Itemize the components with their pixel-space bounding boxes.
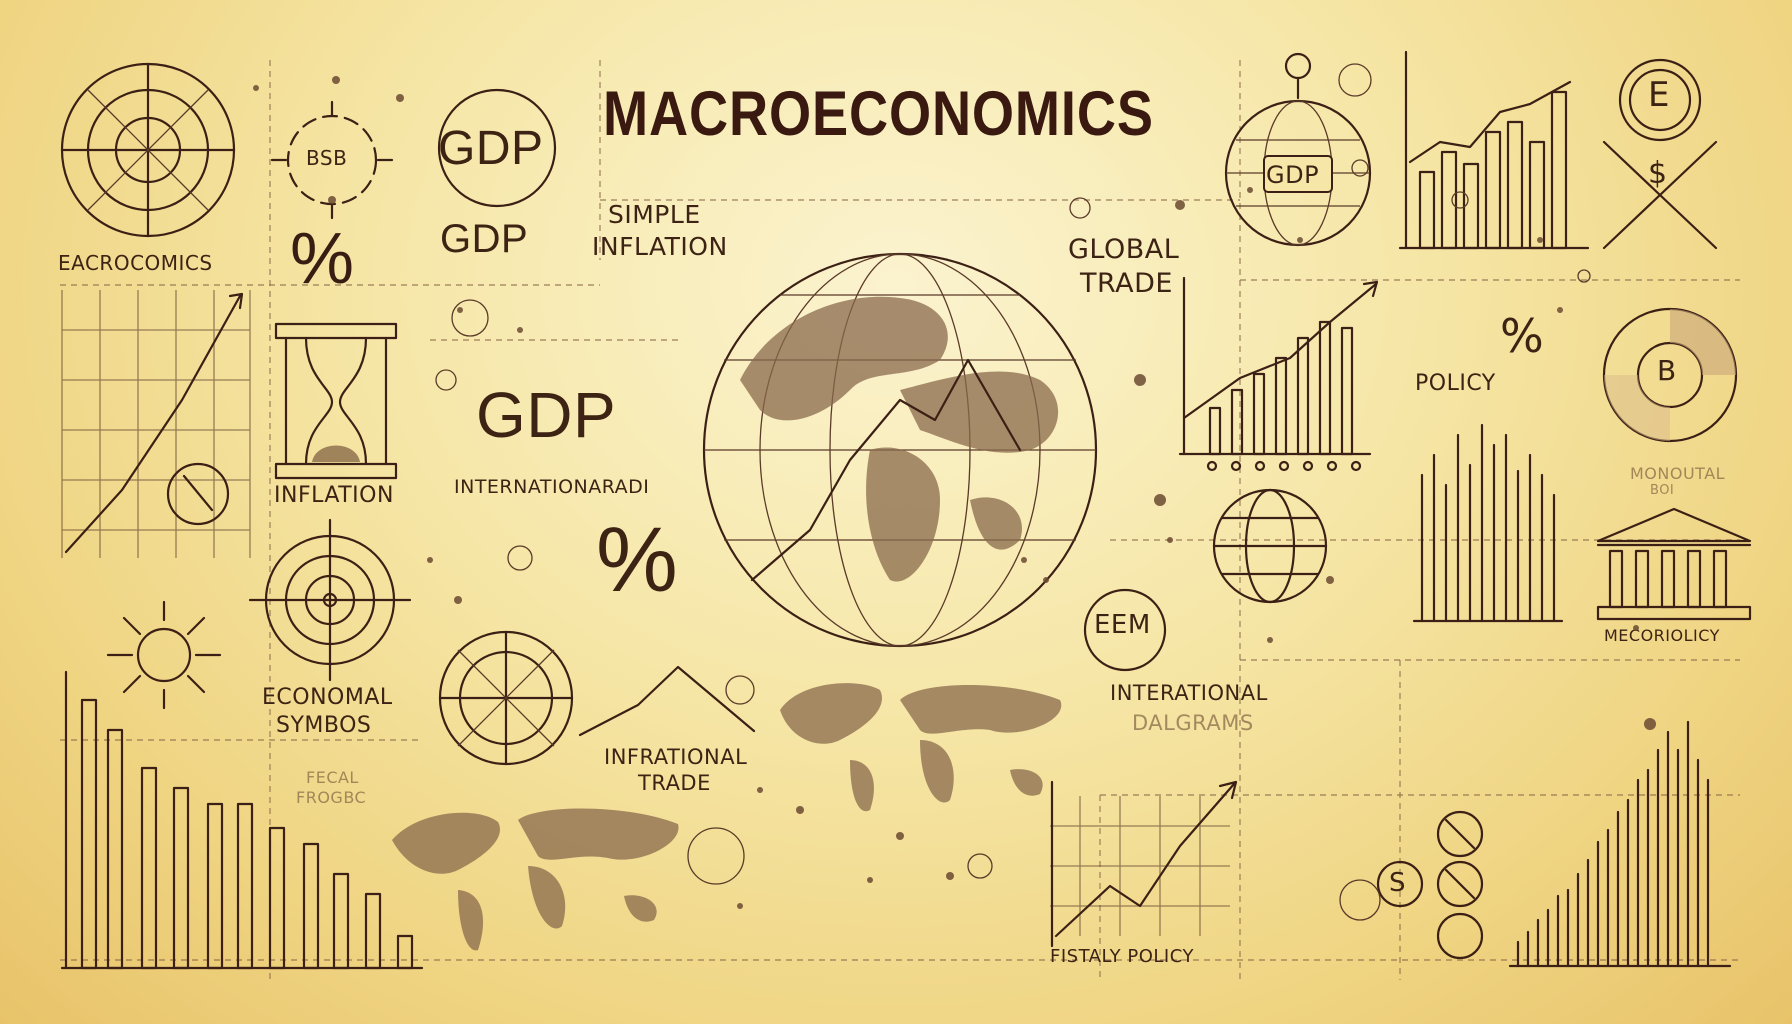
gdp-globe-icon: [1224, 52, 1372, 247]
globe-icon: [702, 252, 1098, 648]
gdp-large-label: GDP: [476, 379, 617, 451]
monoutal-label-1: MONOUTAL: [1630, 464, 1726, 483]
percent-icon: %: [290, 219, 355, 299]
world-map-icon: [780, 683, 1062, 812]
internationarad-label: INTERNATIONARADI: [454, 476, 650, 498]
compass-small-icon: [438, 630, 574, 766]
bsb-label: BSB: [306, 146, 348, 170]
international-label-2: DALGRAMS: [1132, 711, 1254, 735]
mecoriolicy-label: MECORIOLICY: [1604, 626, 1720, 645]
circle-s-label: S: [1389, 868, 1407, 898]
infrational-label-2: TRADE: [638, 771, 711, 795]
bar-chart-rising-icon: [1508, 720, 1732, 968]
line-chart-icon: [61, 290, 251, 558]
inflation-label: INFLATION: [274, 483, 394, 508]
symbol-circles-icon: [1376, 810, 1484, 960]
compass-icon: [60, 62, 236, 238]
simple-inflation-label-2: INFLATION: [592, 232, 728, 261]
fistaly-policy-label: FISTALY POLICY: [1050, 946, 1194, 967]
trade-line-icon: [578, 665, 756, 737]
fecal-label-2: FROGBC: [296, 788, 367, 807]
international-label-1: INTERATIONAL: [1110, 681, 1268, 705]
gdp-small-label: GDP: [440, 217, 529, 261]
pie-chart-icon: [1602, 307, 1738, 443]
e-circle-label: E: [1648, 75, 1670, 115]
bar-line-chart-icon: [1398, 50, 1590, 250]
page-title: MACROECONOMICS: [603, 79, 1154, 149]
globe-small-icon: [1212, 488, 1328, 604]
bar-chart-descending-icon: [60, 670, 424, 970]
global-trade-label-1: GLOBAL: [1068, 234, 1180, 265]
economal-label-1: ECONOMAL: [262, 685, 393, 710]
coin-icon: [1083, 588, 1167, 672]
eem-label: EEM: [1094, 610, 1151, 640]
gdp-globe-label: GDP: [1266, 161, 1320, 189]
target-icon: [248, 518, 412, 682]
simple-inflation-label-1: SIMPLE: [608, 200, 701, 229]
eacro-label: EACROCOMICS: [58, 251, 213, 275]
fecal-label-1: FECAL: [306, 768, 359, 787]
percent-large-icon: %: [596, 509, 679, 611]
infrational-label-1: INFRATIONAL: [604, 745, 748, 769]
gdp-badge-label: GDP: [438, 122, 544, 175]
global-trade-label-2: TRADE: [1080, 268, 1173, 299]
b-circle-label: B: [1657, 354, 1677, 387]
bank-icon: [1596, 507, 1752, 621]
bar-chart-tall-icon: [1412, 423, 1564, 623]
dollar-label: $: [1648, 156, 1668, 191]
world-map-icon-lower: [392, 808, 679, 951]
economal-label-2: SYMBOS: [276, 713, 372, 738]
hourglass-icon: [274, 322, 398, 480]
currency-cross-icon: [1602, 58, 1718, 250]
monoutal-label-2: BOI: [1650, 483, 1675, 498]
fistaly-line-chart-icon: [1050, 780, 1238, 948]
policy-label: POLICY: [1415, 371, 1496, 396]
gdp-badge-icon: [437, 88, 557, 208]
bar-chart-icon: [1178, 276, 1379, 472]
sun-icon: [106, 600, 222, 710]
percent-small-label: %: [1500, 309, 1545, 363]
